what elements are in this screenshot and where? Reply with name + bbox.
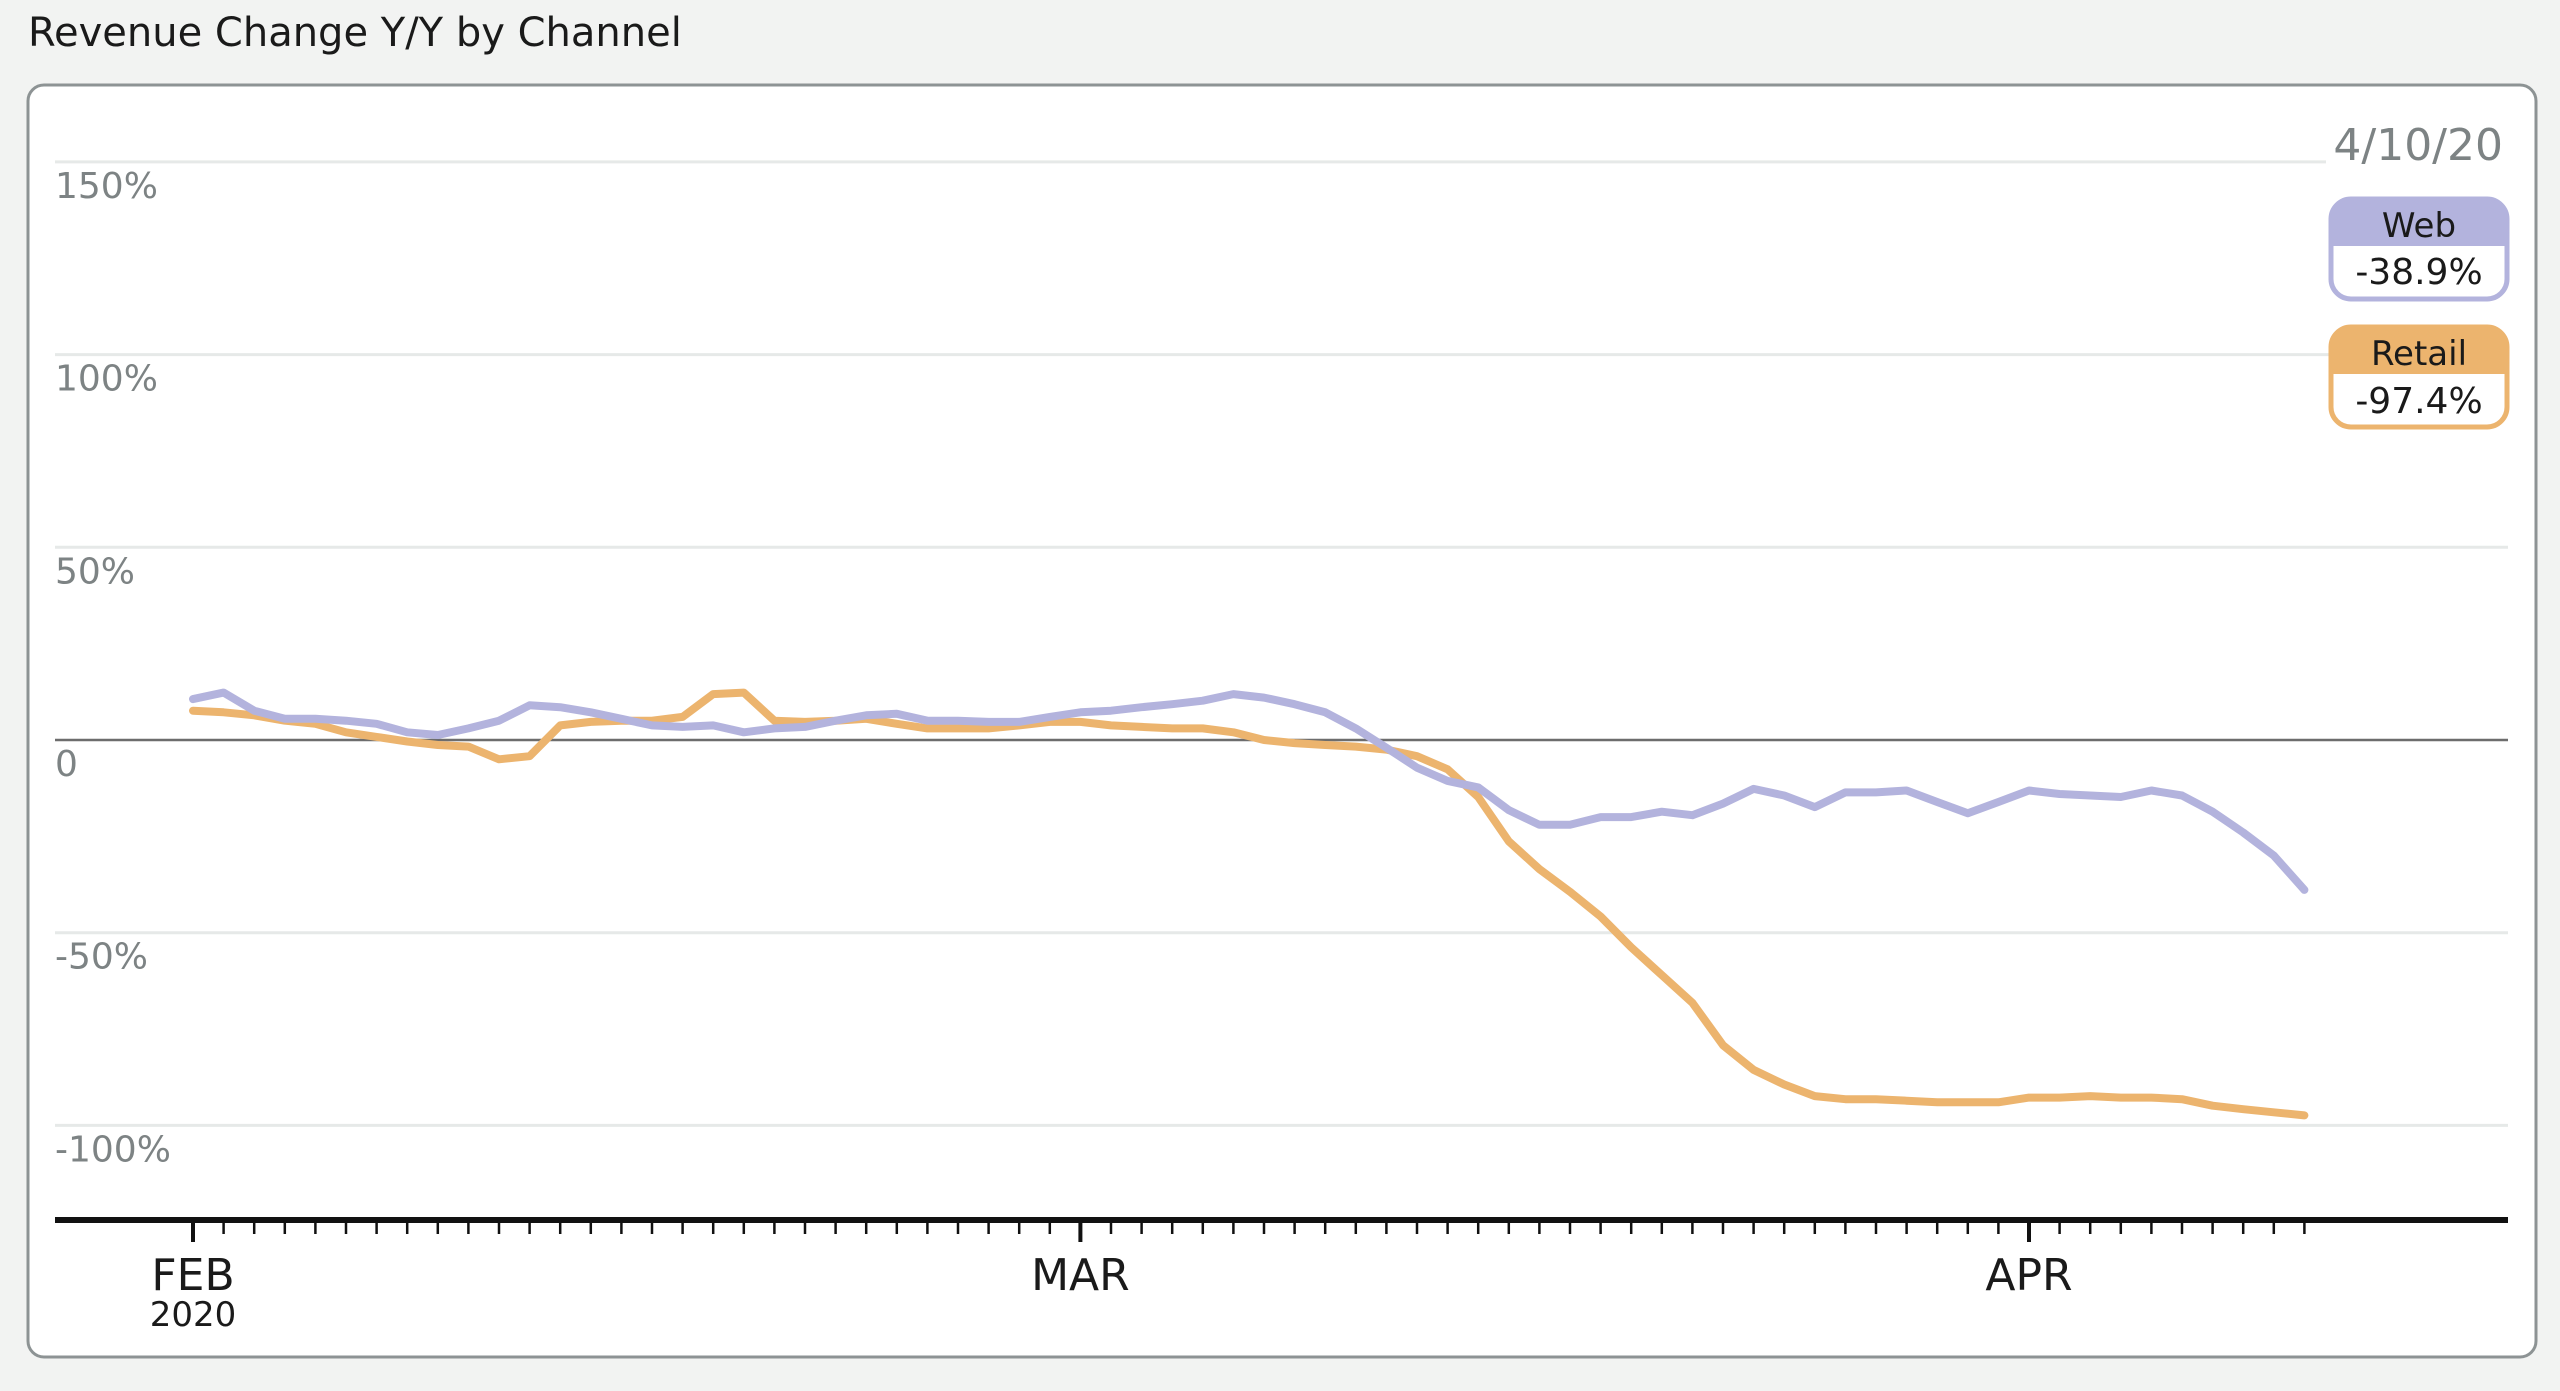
hover-date: 4/10/20 [2333,120,2503,171]
legend: 4/10/20 Web -38.9% Retail -97.4% [2328,120,2510,430]
legend-retail-name: Retail [2371,334,2467,374]
legend-retail-value: -97.4% [2355,381,2482,422]
legend-retail[interactable]: Retail -97.4% [2328,324,2510,430]
chart-card [26,83,2538,1359]
series-line-retail[interactable] [189,688,2309,1120]
y-tick-label: 100% [55,359,158,400]
legend-web-value: -38.9% [2355,252,2482,293]
y-tick-label: -50% [55,937,148,978]
y-tick-label: -100% [55,1129,171,1170]
x-tick-sublabel: 2020 [150,1295,237,1335]
series-line-web[interactable] [189,688,2309,894]
legend-web-name: Web [2382,206,2456,246]
y-axis-labels: 150% 100% 50% 0 -50% -100% [55,166,171,1170]
x-tick-label: FEB [151,1250,234,1301]
x-tick-label: APR [1985,1250,2072,1301]
chart-title: Revenue Change Y/Y by Channel [28,10,682,56]
gridlines [55,160,2508,1127]
x-tick-label: MAR [1031,1250,1130,1301]
y-tick-label: 150% [55,166,158,207]
y-tick-label: 50% [55,551,135,592]
y-tick-label: 0 [55,744,78,785]
legend-web[interactable]: Web -38.9% [2328,196,2510,302]
series-lines[interactable] [189,688,2309,1120]
